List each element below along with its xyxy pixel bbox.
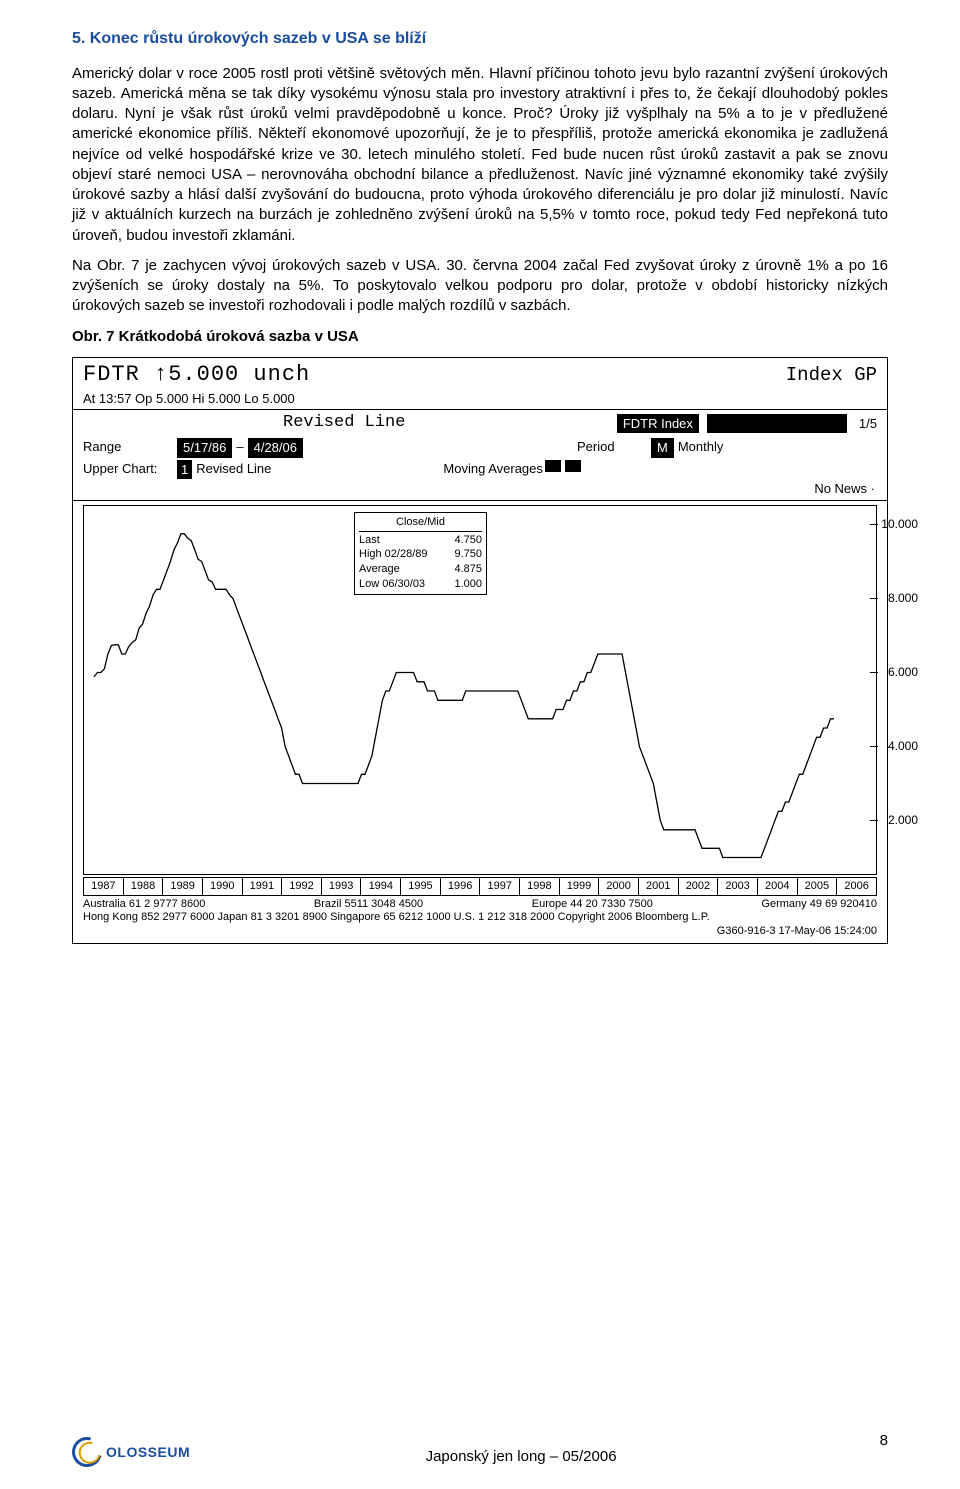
moving-averages-label: Moving Averages [443, 460, 543, 480]
stats-title: Close/Mid [359, 515, 482, 532]
period-monthly: Monthly [678, 438, 724, 458]
blank-index-box [707, 414, 847, 434]
credit-australia: Australia 61 2 9777 8600 [83, 898, 205, 912]
footer-center-text: Japonský jen long – 05/2006 [190, 1447, 852, 1467]
x-axis-year: 2002 [678, 877, 718, 895]
x-axis-year: 1989 [163, 877, 203, 895]
chart-credits: Australia 61 2 9777 8600 Brazil 5511 304… [73, 896, 887, 943]
divider [73, 500, 887, 501]
x-axis-year: 2003 [718, 877, 758, 895]
x-axis-year: 2000 [599, 877, 639, 895]
x-axis-year: 2004 [757, 877, 797, 895]
credit-europe: Europe 44 20 7330 7500 [532, 898, 653, 912]
credit-brazil: Brazil 5511 3048 4500 [314, 898, 423, 912]
range-to-box: 4/28/06 [248, 438, 303, 458]
stats-row: Average4.875 [359, 562, 482, 577]
ma-box-2 [565, 460, 581, 472]
y-tick-label: 6.000 [888, 664, 918, 680]
credit-timestamp: G360-916-3 17-May-06 15:24:00 [83, 925, 877, 939]
y-tick-label: 4.000 [888, 738, 918, 754]
x-axis-year: 1995 [401, 877, 441, 895]
section-heading: 5. Konec růstu úrokových sazeb v USA se … [72, 28, 888, 50]
stats-box: Close/Mid Last4.750High 02/28/899.750Ave… [354, 512, 487, 595]
ohlc-line: At 13:57 Op 5.000 Hi 5.000 Lo 5.000 [73, 390, 887, 410]
x-axis-year: 1998 [520, 877, 560, 895]
upper-chart-row: Upper Chart: 1 Revised Line Moving Avera… [73, 459, 887, 481]
upper-chart-label: Upper Chart: [83, 460, 173, 480]
logo-text: OLOSSEUM [106, 1443, 190, 1462]
range-row: Range 5/17/86 – 4/28/06 Period M Monthly [73, 437, 887, 459]
y-tick-label: 8.000 [888, 590, 918, 606]
chart-header-row: FDTR ↑5.000 unch Index GP [73, 358, 887, 390]
x-axis-years: 1987198819891990199119921993199419951996… [83, 877, 877, 896]
x-axis-year: 1996 [440, 877, 480, 895]
x-axis-year: 1993 [321, 877, 361, 895]
index-gp-label: Index GP [786, 363, 877, 389]
x-axis-year: 1988 [123, 877, 163, 895]
x-axis-year: 2006 [837, 877, 877, 895]
page-number: 8 [852, 1431, 888, 1467]
page-fraction: 1/5 [859, 415, 877, 433]
y-tick-label: 10.000 [881, 516, 918, 532]
credit-germany: Germany 49 69 920410 [761, 898, 877, 912]
upper-chart-rest: Revised Line [196, 460, 271, 480]
revised-line-title: Revised Line [283, 412, 405, 435]
logo: OLOSSEUM [72, 1437, 190, 1467]
range-dash: – [236, 438, 243, 458]
x-axis-year: 2005 [797, 877, 837, 895]
x-axis-year: 1997 [480, 877, 520, 895]
revised-line-bar: Revised Line FDTR Index 1/5 [73, 410, 887, 437]
logo-icon [67, 1432, 108, 1473]
x-axis-year: 1990 [202, 877, 242, 895]
x-axis-year: 1992 [282, 877, 322, 895]
x-axis-year: 1994 [361, 877, 401, 895]
paragraph-1: Americký dolar v roce 2005 rostl proti v… [72, 64, 888, 246]
upper-chart-num-box: 1 [177, 460, 192, 480]
stats-row: High 02/28/899.750 [359, 547, 482, 562]
chart-plot-area: Close/Mid Last4.750High 02/28/899.750Ave… [83, 505, 877, 875]
chart-terminal-panel: FDTR ↑5.000 unch Index GP At 13:57 Op 5.… [72, 357, 888, 944]
no-news-label: No News · [73, 480, 887, 500]
stats-row: Low 06/30/031.000 [359, 577, 482, 592]
range-label: Range [83, 438, 173, 458]
x-axis-year: 2001 [638, 877, 678, 895]
fdtr-index-box: FDTR Index [617, 414, 699, 434]
range-from-box: 5/17/86 [177, 438, 232, 458]
x-axis-year: 1991 [242, 877, 282, 895]
ticker-line: FDTR ↑5.000 unch [83, 360, 310, 390]
y-tick-label: 2.000 [888, 812, 918, 828]
figure-caption: Obr. 7 Krátkodobá úroková sazba v USA [72, 327, 888, 347]
paragraph-2: Na Obr. 7 je zachycen vývoj úrokových sa… [72, 256, 888, 317]
x-axis-year: 1999 [559, 877, 599, 895]
x-axis-year: 1987 [84, 877, 124, 895]
stats-row: Last4.750 [359, 533, 482, 548]
page-footer: OLOSSEUM Japonský jen long – 05/2006 8 [0, 1431, 960, 1467]
credit-line-2: Hong Kong 852 2977 6000 Japan 81 3 3201 … [83, 911, 877, 925]
period-value-box: M [651, 438, 674, 458]
ma-box-1 [545, 460, 561, 472]
period-label: Period [577, 438, 647, 458]
